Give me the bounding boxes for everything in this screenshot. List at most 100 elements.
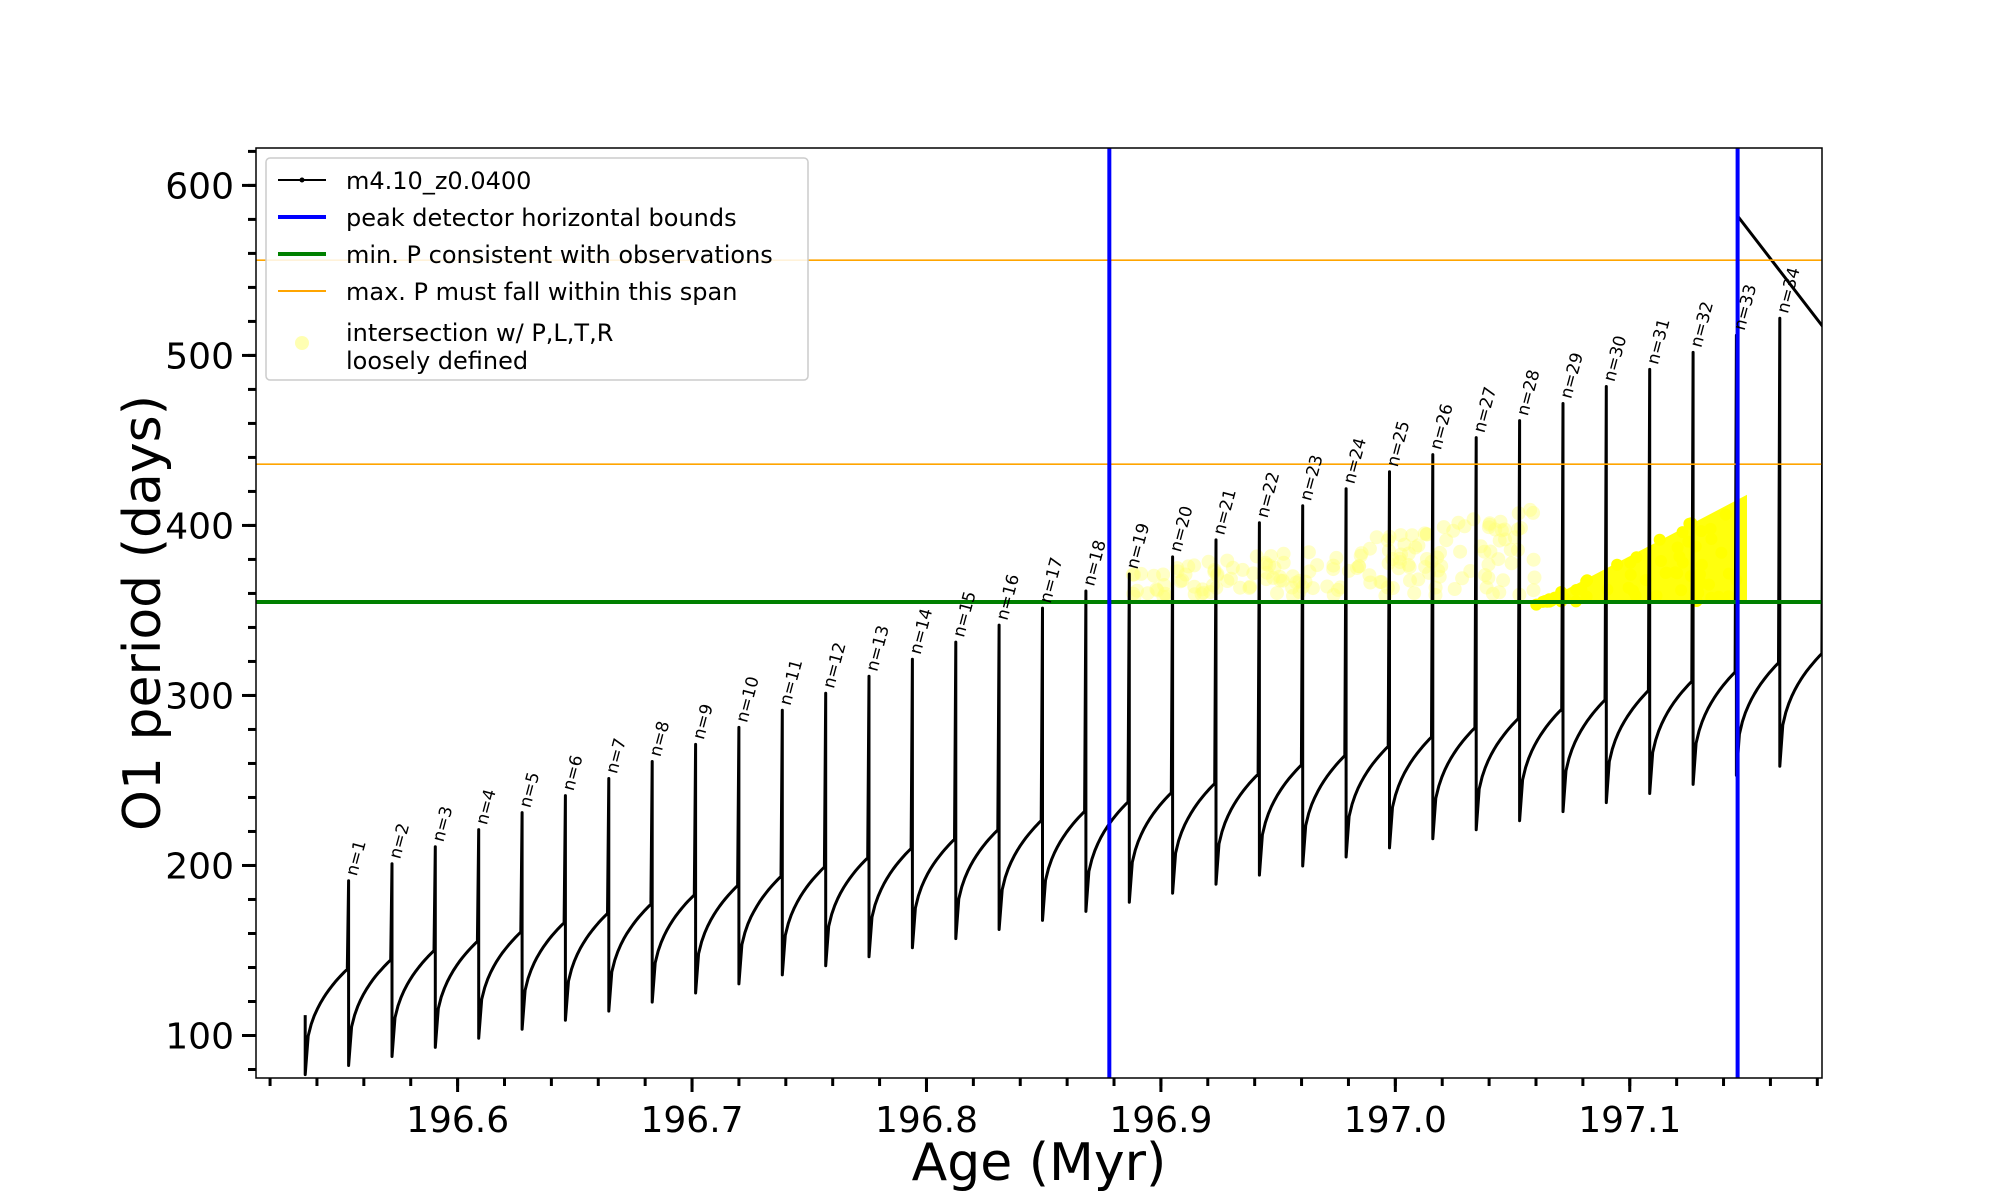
intersection-point [1453,544,1468,559]
intersection-point [1330,582,1345,597]
legend-label: min. P consistent with observations [346,241,773,269]
intersection-point [1397,537,1412,552]
intersection-point [1581,574,1594,587]
intersection-point [1187,579,1202,594]
intersection-point [1629,589,1642,602]
pulse-series-line [303,215,1822,1077]
intersection-point [1492,585,1507,600]
intersection-point [1225,560,1240,575]
intersection-point [1220,553,1235,568]
intersection-point [1675,584,1688,597]
intersection-point [1451,515,1466,530]
intersection-point [1691,581,1704,594]
intersection-point [1503,542,1518,557]
intersection-point [1195,582,1210,597]
intersection-point [1194,587,1209,602]
intersection-point [1187,587,1202,602]
intersection-point [1156,567,1171,582]
intersection-point [1483,544,1498,559]
x-axis-title: Age (Myr) [912,1133,1167,1193]
intersection-point [1175,573,1190,588]
legend-entry: min. P consistent with observations [278,241,773,269]
intersection-point [1527,570,1542,585]
legend-label: peak detector horizontal bounds [346,204,737,232]
intersection-point [1326,562,1341,577]
intersection-point [1408,540,1423,555]
intersection-point [1233,580,1248,595]
intersection-point [1329,550,1344,565]
intersection-point [1275,573,1290,588]
intersection-point [1259,572,1274,587]
intersection-point [1695,525,1708,538]
intersection-point [1363,575,1378,590]
intersection-point [1259,557,1274,572]
legend-entry: max. P must fall within this span [278,278,737,306]
intersection-point [1401,546,1416,561]
intersection-point [1140,586,1155,601]
intersection-point [1305,581,1320,596]
intersection-point [1496,573,1511,588]
intersection-point [1433,545,1447,560]
intersection-point [1362,541,1377,556]
intersection-point [1418,559,1433,574]
intersection-point [1369,530,1384,545]
intersection-point [1401,558,1416,572]
intersection-point [1402,560,1417,575]
intersection-point [1341,563,1356,578]
intersection-point [1392,551,1407,566]
x-tick-label: 196.6 [406,1100,509,1141]
intersection-point [1676,526,1689,539]
intersection-point [1207,564,1222,579]
intersection-point [1266,570,1281,585]
intersection-point [1466,512,1481,527]
intersection-point [1391,561,1406,576]
intersection-point [1417,526,1432,541]
intersection-point [1393,528,1408,543]
intersection-point [1478,568,1493,583]
intersection-point [1246,566,1261,581]
intersection-point [1463,564,1478,578]
y-tick-label: 100 [165,1016,234,1057]
intersection-point [1196,585,1211,600]
intersection-point [1310,558,1325,573]
intersection-point [1258,555,1273,570]
y-tick-label: 600 [165,166,234,207]
intersection-point [1326,588,1341,602]
intersection-point [1242,580,1257,595]
intersection-point [1479,580,1494,595]
intersection-point [1289,575,1304,590]
intersection-point [1481,570,1496,585]
intersection-point [1673,550,1686,563]
intersection-point [1276,555,1291,570]
x-tick-label: 196.8 [875,1100,978,1141]
intersection-point [1655,555,1667,567]
intersection-point [1301,545,1316,560]
intersection-point [1493,514,1508,529]
intersection-point [1526,505,1541,520]
intersection-point [1134,566,1149,581]
intersection-point [1187,558,1202,573]
intersection-point [1488,522,1503,537]
intersection-point [1264,549,1278,564]
intersection-point [1405,528,1420,543]
legend-entry: m4.10_z0.0400 [278,167,531,195]
intersection-point [1457,519,1472,534]
intersection-point [1411,538,1426,553]
intersection-point [1703,578,1715,591]
intersection-point [1477,544,1492,559]
y-axis-title: O1 period (days) [113,395,173,831]
intersection-point [1580,590,1593,603]
intersection-point [1350,561,1364,576]
intersection-point [1439,533,1454,548]
intersection-point [1353,548,1368,563]
intersection-point [1482,516,1497,531]
intersection-point [1419,527,1434,542]
x-tick-label: 196.9 [1109,1100,1212,1141]
intersection-point [1498,532,1512,547]
intersection-point [1320,579,1335,594]
intersection-point [1526,583,1541,598]
x-tick-label: 197.0 [1344,1100,1447,1141]
legend-label: m4.10_z0.0400 [346,167,531,195]
intersection-point [1431,563,1446,578]
